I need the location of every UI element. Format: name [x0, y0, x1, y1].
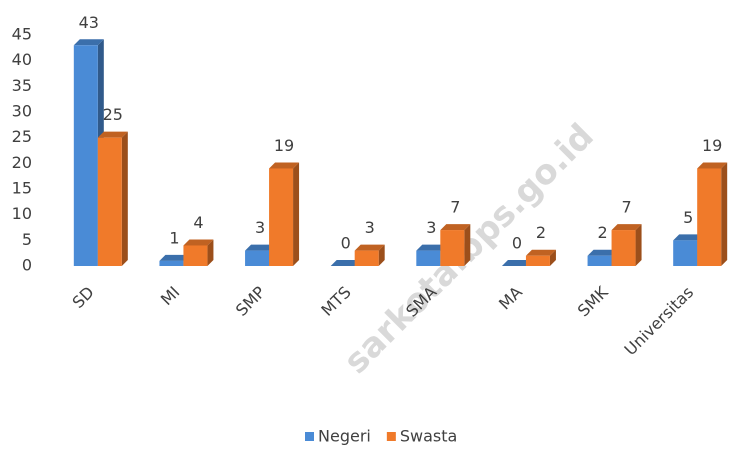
bar — [440, 224, 471, 266]
value-label: 19 — [274, 136, 294, 155]
bar — [354, 244, 385, 266]
bar — [525, 249, 556, 266]
value-label: 7 — [450, 198, 460, 217]
x-tick-label: MA — [495, 283, 526, 314]
bar — [501, 260, 532, 266]
bar — [97, 131, 128, 266]
y-tick-label: 30 — [12, 102, 32, 121]
bar-top — [330, 260, 361, 266]
bar-top — [159, 254, 190, 261]
bar-front — [183, 245, 208, 266]
y-tick-label: 15 — [12, 179, 32, 198]
bar-side — [378, 244, 385, 266]
bar-front — [73, 45, 98, 267]
value-label: 1 — [169, 228, 179, 247]
value-label: 2 — [536, 223, 546, 242]
bar-side — [635, 224, 642, 266]
x-tick-label: SD — [68, 283, 97, 312]
bar-top — [525, 249, 556, 256]
value-label: 3 — [255, 218, 265, 237]
bar-top — [440, 224, 471, 231]
bar-side — [207, 239, 214, 266]
bar — [611, 224, 642, 266]
bar-front — [440, 230, 465, 266]
value-label: 19 — [702, 136, 722, 155]
y-tick-label: 25 — [12, 127, 32, 146]
x-tick-label: SMK — [574, 282, 612, 320]
bar-front — [611, 230, 636, 266]
bar-top — [611, 224, 642, 231]
bar-top — [183, 239, 214, 246]
bar — [697, 162, 728, 266]
y-tick-label: 35 — [12, 76, 32, 95]
y-tick-label: 10 — [12, 204, 32, 223]
value-label: 4 — [193, 213, 203, 232]
bar-side — [721, 162, 728, 266]
bar-front — [673, 240, 698, 266]
value-label: 3 — [426, 218, 436, 237]
bar-front — [587, 255, 612, 266]
value-label: 0 — [512, 234, 522, 253]
value-label: 5 — [683, 208, 693, 227]
bar-side — [121, 131, 128, 266]
value-label: 0 — [341, 234, 351, 253]
bar-front — [245, 250, 270, 266]
y-tick-label: 5 — [22, 230, 32, 249]
bar-top — [673, 234, 704, 241]
value-label: 2 — [597, 223, 607, 242]
x-tick-label: MI — [157, 283, 184, 310]
bar-front — [416, 250, 441, 266]
legend-swatch — [386, 432, 396, 441]
bar — [183, 239, 214, 266]
value-label: 7 — [621, 198, 631, 217]
value-label: 25 — [103, 105, 123, 124]
y-tick-label: 45 — [12, 25, 32, 44]
bar-top — [416, 244, 447, 251]
bar-front — [354, 250, 379, 266]
y-tick-label: 40 — [12, 50, 32, 69]
bar-top — [269, 162, 300, 169]
value-label: 43 — [79, 13, 99, 32]
bar — [330, 260, 361, 266]
bar-front — [97, 137, 122, 266]
bar-top — [587, 249, 618, 256]
bar-top — [354, 244, 385, 251]
y-tick-label: 0 — [22, 256, 32, 275]
x-tick-label: MTS — [317, 283, 354, 320]
legend-label: Negeri — [318, 427, 371, 446]
bar-top — [697, 162, 728, 169]
bar-front — [697, 168, 722, 266]
bar-top — [245, 244, 276, 251]
bar-side — [549, 249, 556, 266]
bar-front — [269, 168, 294, 266]
bar-side — [464, 224, 471, 266]
y-tick-label: 20 — [12, 153, 32, 172]
value-label: 3 — [365, 218, 375, 237]
x-tick-label: SMP — [232, 282, 269, 319]
bar-front — [525, 255, 550, 266]
bar — [269, 162, 300, 266]
bar-front — [159, 260, 184, 266]
x-tick-label: Universitas — [621, 283, 698, 360]
legend-swatch — [305, 432, 314, 441]
bar-top — [97, 131, 128, 138]
bar-top — [73, 39, 104, 46]
legend-label: Swasta — [400, 427, 457, 446]
bar-top — [501, 260, 532, 266]
bar-side — [293, 162, 300, 266]
